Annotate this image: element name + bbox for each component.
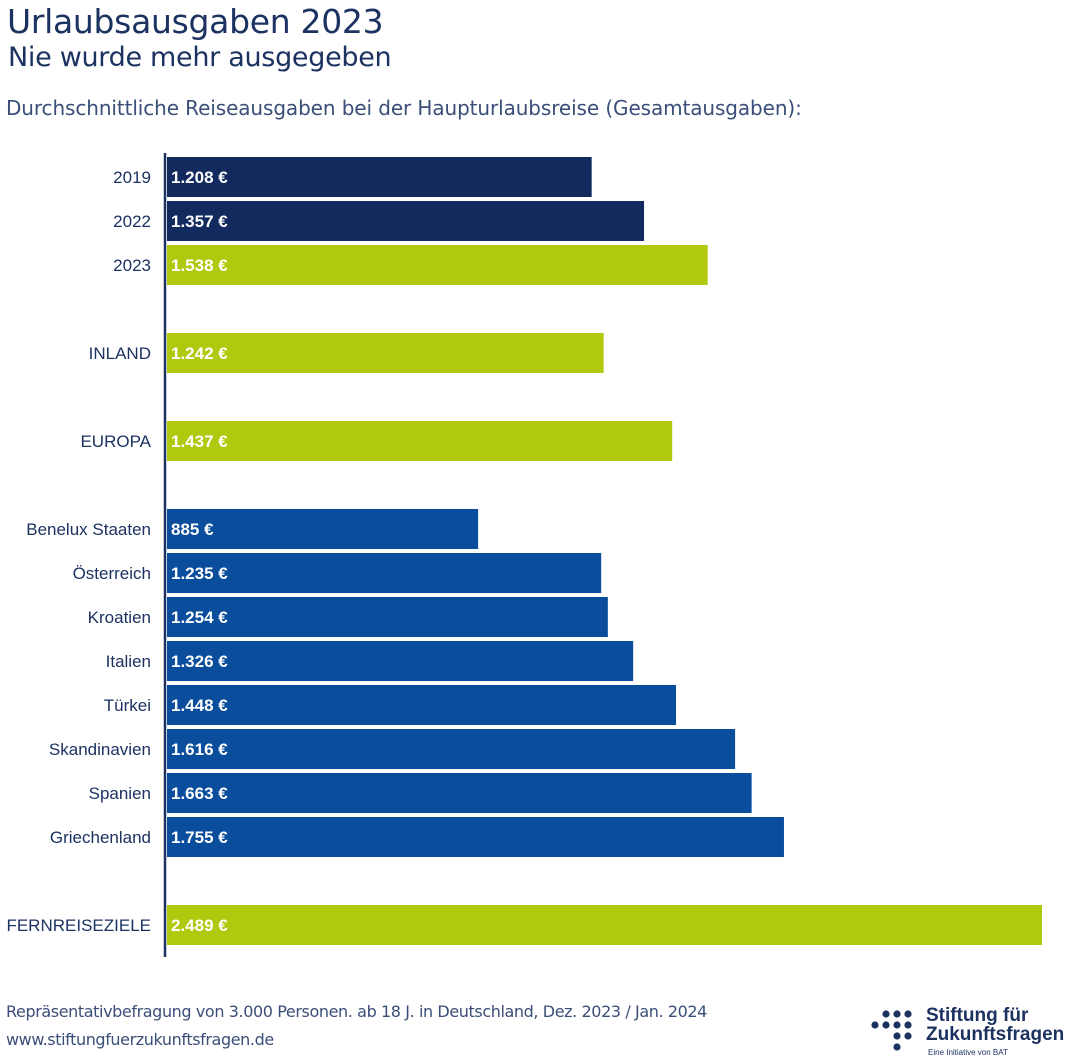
category-label: INLAND: [89, 344, 151, 363]
chart-subtitle: Nie wurde mehr ausgegeben: [8, 42, 392, 73]
value-label: 1.326 €: [171, 652, 228, 671]
bar-inland: [167, 333, 604, 373]
category-label: Österreich: [73, 564, 151, 583]
bar-fernreiseziele: [167, 905, 1042, 945]
stiftung-logo: Stiftung für Zukunftsfragen Eine Initiat…: [868, 1005, 1088, 1062]
chart-title: Urlaubsausgaben 2023: [7, 2, 384, 41]
value-label: 1.437 €: [171, 432, 228, 451]
logo-dots-icon: [871, 1010, 912, 1051]
logo-text-line1: Stiftung für: [926, 1005, 1029, 1026]
value-label: 885 €: [171, 520, 214, 539]
category-label: 2023: [113, 256, 151, 275]
bar-benelux-staaten: [167, 509, 479, 549]
value-label: 1.616 €: [171, 740, 228, 759]
logo-tagline: Eine Initiative von BAT: [928, 1048, 1008, 1057]
value-label: 1.448 €: [171, 696, 228, 715]
bar-griechenland: [167, 817, 784, 857]
bar-2019: [167, 157, 592, 197]
value-label: 1.357 €: [171, 212, 228, 231]
bar-spanien: [167, 773, 752, 813]
category-label: FERNREISEZIELE: [6, 916, 151, 935]
value-label: 1.208 €: [171, 168, 228, 187]
category-label: Italien: [106, 652, 151, 671]
value-label: 1.235 €: [171, 564, 228, 583]
chart-description: Durchschnittliche Reiseausgaben bei der …: [6, 96, 802, 120]
category-label: Kroatien: [88, 608, 151, 627]
bar-türkei: [167, 685, 677, 725]
value-label: 1.755 €: [171, 828, 228, 847]
bar-österreich: [167, 553, 602, 593]
bar-kroatien: [167, 597, 608, 637]
value-label: 1.254 €: [171, 608, 228, 627]
category-label: EUROPA: [80, 432, 151, 451]
category-label: Griechenland: [50, 828, 151, 847]
category-label: 2022: [113, 212, 151, 231]
category-label: Türkei: [104, 696, 151, 715]
bar-skandinavien: [167, 729, 736, 769]
source-note: Repräsentativbefragung von 3.000 Persone…: [6, 1002, 707, 1021]
value-label: 1.663 €: [171, 784, 228, 803]
bar-europa: [167, 421, 673, 461]
category-label: 2019: [113, 168, 151, 187]
value-label: 1.538 €: [171, 256, 228, 275]
bar-2023: [167, 245, 708, 285]
value-label: 2.489 €: [171, 916, 228, 935]
website-link[interactable]: www.stiftungfuerzukunftsfragen.de: [6, 1030, 274, 1049]
category-label: Spanien: [89, 784, 151, 803]
logo-text-line2: Zukunftsfragen: [926, 1024, 1065, 1045]
bar-2022: [167, 201, 645, 241]
category-label: Benelux Staaten: [26, 520, 151, 539]
bar-italien: [167, 641, 634, 681]
value-label: 1.242 €: [171, 344, 228, 363]
category-label: Skandinavien: [49, 740, 151, 759]
